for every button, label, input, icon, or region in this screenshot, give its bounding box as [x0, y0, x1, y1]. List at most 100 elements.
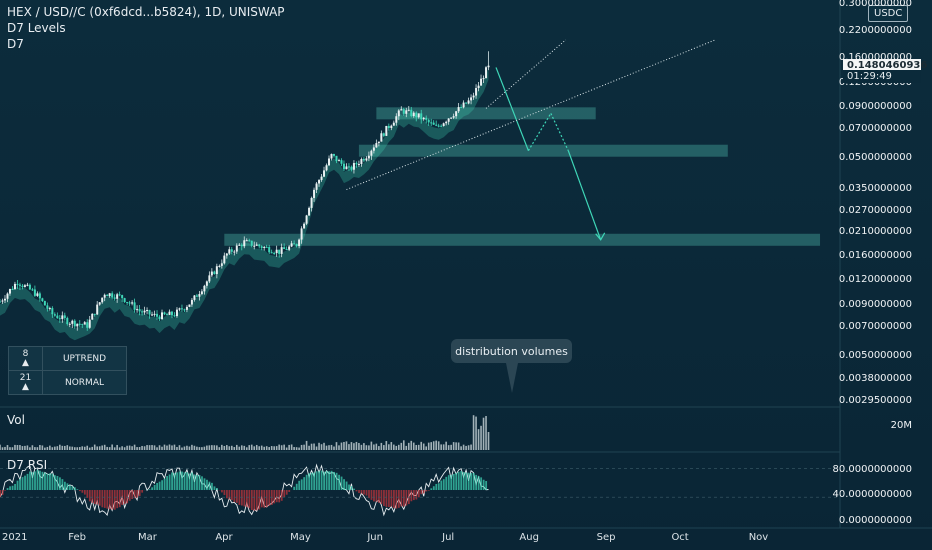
rsi-fill [318, 471, 321, 490]
volume-bar [407, 442, 410, 450]
volume-bar [0, 444, 1, 450]
volume-bar [29, 447, 31, 450]
rsi-fill [76, 489, 79, 490]
price-tick: 0.0210000000 [838, 226, 912, 238]
volume-bar [355, 441, 358, 450]
candle-body [151, 314, 154, 316]
candle-body [400, 109, 403, 111]
candle-body [13, 283, 16, 290]
candle-body [365, 158, 368, 161]
rsi-fill [263, 490, 266, 508]
volume-bar [54, 446, 56, 450]
candle-body [467, 100, 470, 104]
volume-bar [365, 445, 368, 450]
candle-body [415, 112, 418, 118]
volume-bar [280, 445, 283, 450]
distribution-volumes-callout[interactable]: distribution volumes [451, 339, 572, 363]
candle-body [33, 289, 36, 296]
volume-bar [278, 444, 280, 450]
candle-body [442, 123, 445, 126]
volume-bar [325, 445, 328, 450]
candle-body [175, 309, 178, 317]
volume-bar [442, 444, 445, 450]
rsi-fill [330, 470, 333, 490]
candle-body [300, 228, 303, 240]
volume-bar [263, 446, 266, 450]
volume-bar [138, 447, 141, 450]
candle-body [243, 240, 246, 247]
rsi-fill [460, 471, 463, 490]
rsi-fill [41, 471, 44, 490]
price-tick: 0.0090000000 [838, 299, 912, 311]
candle-body [136, 309, 139, 311]
volume-pane-label[interactable]: Vol [7, 413, 25, 427]
rsi-fill [193, 474, 196, 490]
level-zones [224, 107, 821, 246]
rsi-fill [295, 483, 298, 490]
rsi-fill [298, 480, 301, 490]
rsi-fill [390, 490, 393, 507]
candle-body [188, 304, 191, 307]
candle-body [18, 284, 21, 286]
state-uptrend: UPTREND [42, 346, 127, 371]
volume-bar [161, 446, 163, 450]
d7-bands [0, 68, 489, 341]
volume-bar [420, 441, 423, 450]
candle-body [268, 246, 271, 253]
candle-body [450, 117, 453, 119]
candle-body [332, 153, 335, 156]
rsi-pane-label[interactable]: D7 RSI [7, 458, 48, 472]
time-tick: Oct [671, 532, 689, 543]
candle-body [250, 240, 253, 246]
rsi-fill [16, 480, 19, 490]
currency-unit-button[interactable]: USDC [868, 5, 909, 22]
indicator-d7[interactable]: D7 [7, 37, 24, 51]
volume-bar [395, 445, 398, 450]
rsi-fill [437, 483, 440, 490]
candle-body [11, 289, 14, 291]
rsi-fill [397, 490, 400, 508]
time-tick: Apr [215, 532, 233, 543]
candle-body [28, 284, 31, 290]
candle-body [8, 289, 11, 294]
volume-bar [148, 445, 151, 450]
rsi-fill [151, 487, 154, 490]
time-tick: Aug [519, 532, 539, 543]
time-tick: Jul [442, 532, 455, 543]
symbol-title[interactable]: HEX / USD//C (0xf6dcd...b5824), 1D, UNIS… [7, 5, 285, 19]
rsi-fill [475, 474, 478, 490]
candle-body [6, 293, 9, 299]
candle-body [185, 306, 188, 310]
volume-bar [410, 440, 413, 450]
rsi-fill [400, 490, 403, 507]
volume-bar [231, 445, 233, 450]
volume-bar [9, 447, 11, 450]
rsi-fill [233, 490, 236, 503]
rsi-fill [46, 473, 49, 490]
rsi-fill [268, 490, 271, 506]
projection-segment [567, 150, 602, 240]
indicator-d7-levels[interactable]: D7 Levels [7, 21, 66, 35]
rsi-fill [325, 470, 328, 490]
candle-body [93, 313, 96, 315]
rsi-fill [480, 477, 483, 490]
volume-bar [49, 445, 51, 450]
candle-body [205, 281, 208, 286]
level-zone [358, 144, 728, 157]
volume-bar [480, 425, 482, 450]
volume-bar [353, 443, 355, 450]
rsi-fill [191, 472, 193, 490]
volume-bar [270, 446, 273, 450]
candle-body [225, 253, 228, 256]
rsi-fill [273, 490, 276, 504]
candle-body [91, 313, 94, 320]
volume-bar [156, 447, 158, 450]
rsi-fill [71, 486, 74, 490]
rsi-fill [462, 472, 465, 490]
volume-bar [216, 445, 218, 450]
rsi-fill [183, 472, 186, 490]
volume-bar [188, 446, 191, 450]
volume-bar [350, 442, 353, 450]
